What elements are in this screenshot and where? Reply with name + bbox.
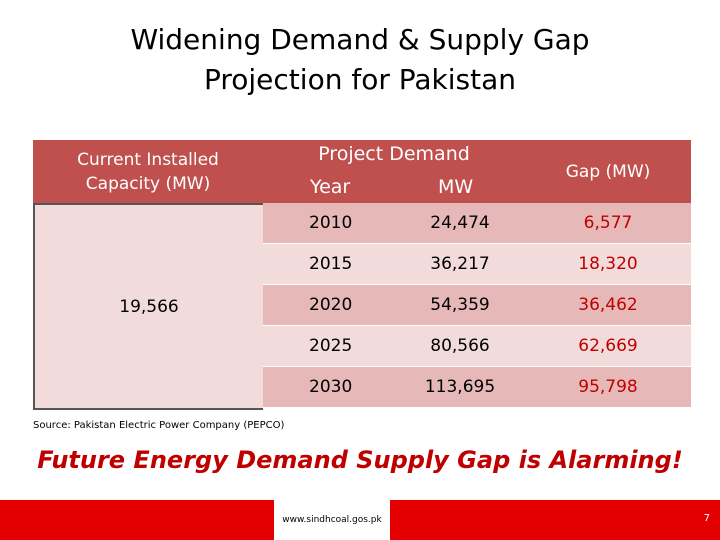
slide-title-line2: Projection for Pakistan: [203, 63, 516, 96]
demand-header: Project Demand: [318, 143, 470, 165]
year-cell: 2030: [309, 377, 353, 397]
year-header: Year: [310, 176, 351, 198]
projection-header: Project Demand Year MW Gap (MW): [263, 140, 691, 203]
year-cell: 2020: [309, 295, 353, 315]
mw-cell: 113,695: [424, 377, 496, 397]
capacity-value: 19,566: [33, 203, 263, 410]
slide-title: Widening Demand & Supply Gap Projection …: [0, 20, 720, 100]
year-cell: 2025: [309, 336, 353, 356]
alarm-headline: Future Energy Demand Supply Gap is Alarm…: [37, 446, 683, 474]
gap-cell: 95,798: [578, 377, 638, 397]
table-row: 2015 36,217 18,320: [263, 244, 691, 285]
demand-header-group: Project Demand Year MW: [263, 140, 525, 203]
table-row: 2020 54,359 36,462: [263, 285, 691, 326]
gap-cell: 6,577: [583, 213, 633, 233]
mw-cell: 80,566: [430, 336, 490, 356]
footer-bar: www.sindhcoal.gos.pk 7: [0, 500, 720, 540]
capacity-header: Current Installed Capacity (MW): [33, 140, 263, 203]
table-row: 2030 113,695 95,798: [263, 367, 691, 408]
page-number: 7: [703, 513, 710, 524]
footer-url: www.sindhcoal.gos.pk: [274, 500, 390, 540]
source-note: Source: Pakistan Electric Power Company …: [33, 420, 285, 431]
gap-cell: 62,669: [578, 336, 638, 356]
gap-cell: 36,462: [578, 295, 638, 315]
table-row: 2025 80,566 62,669: [263, 326, 691, 367]
slide-title-line1: Widening Demand & Supply Gap: [130, 23, 590, 56]
gap-header: Gap (MW): [565, 161, 651, 182]
year-cell: 2015: [309, 254, 353, 274]
year-cell: 2010: [309, 213, 353, 233]
projection-table-body: 2010 24,474 6,577 2015 36,217 18,320 202…: [263, 203, 691, 408]
gap-cell: 18,320: [578, 254, 638, 274]
table-row: 2010 24,474 6,577: [263, 203, 691, 244]
mw-cell: 24,474: [430, 213, 490, 233]
mw-cell: 36,217: [430, 254, 490, 274]
mw-cell: 54,359: [430, 295, 490, 315]
mw-header: MW: [438, 176, 474, 198]
